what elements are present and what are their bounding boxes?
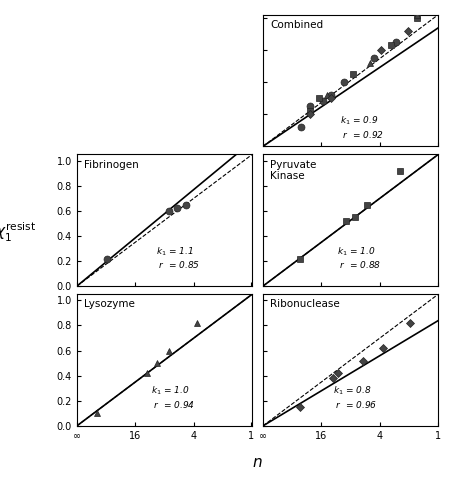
Text: $k_1$ = 1.0
 $r$  = 0.88: $k_1$ = 1.0 $r$ = 0.88 [336,245,380,271]
Text: $k_1$ = 1.1
 $r$  = 0.85: $k_1$ = 1.1 $r$ = 0.85 [156,245,199,271]
Text: Lysozyme: Lysozyme [84,299,134,309]
Text: $\chi_1^{\rm resist}$: $\chi_1^{\rm resist}$ [0,221,37,244]
Text: Pyruvate
Kinase: Pyruvate Kinase [269,160,316,181]
Text: $k_1$ = 0.9
 $r$  = 0.92: $k_1$ = 0.9 $r$ = 0.92 [340,115,383,140]
Text: $k_1$ = 0.8
 $r$  = 0.96: $k_1$ = 0.8 $r$ = 0.96 [332,385,377,410]
Text: $k_1$ = 1.0
 $r$  = 0.94: $k_1$ = 1.0 $r$ = 0.94 [150,385,194,410]
Text: Fibrinogen: Fibrinogen [84,160,138,169]
Text: Combined: Combined [269,20,322,30]
Text: $n$: $n$ [252,455,262,469]
Text: Ribonuclease: Ribonuclease [269,299,339,309]
